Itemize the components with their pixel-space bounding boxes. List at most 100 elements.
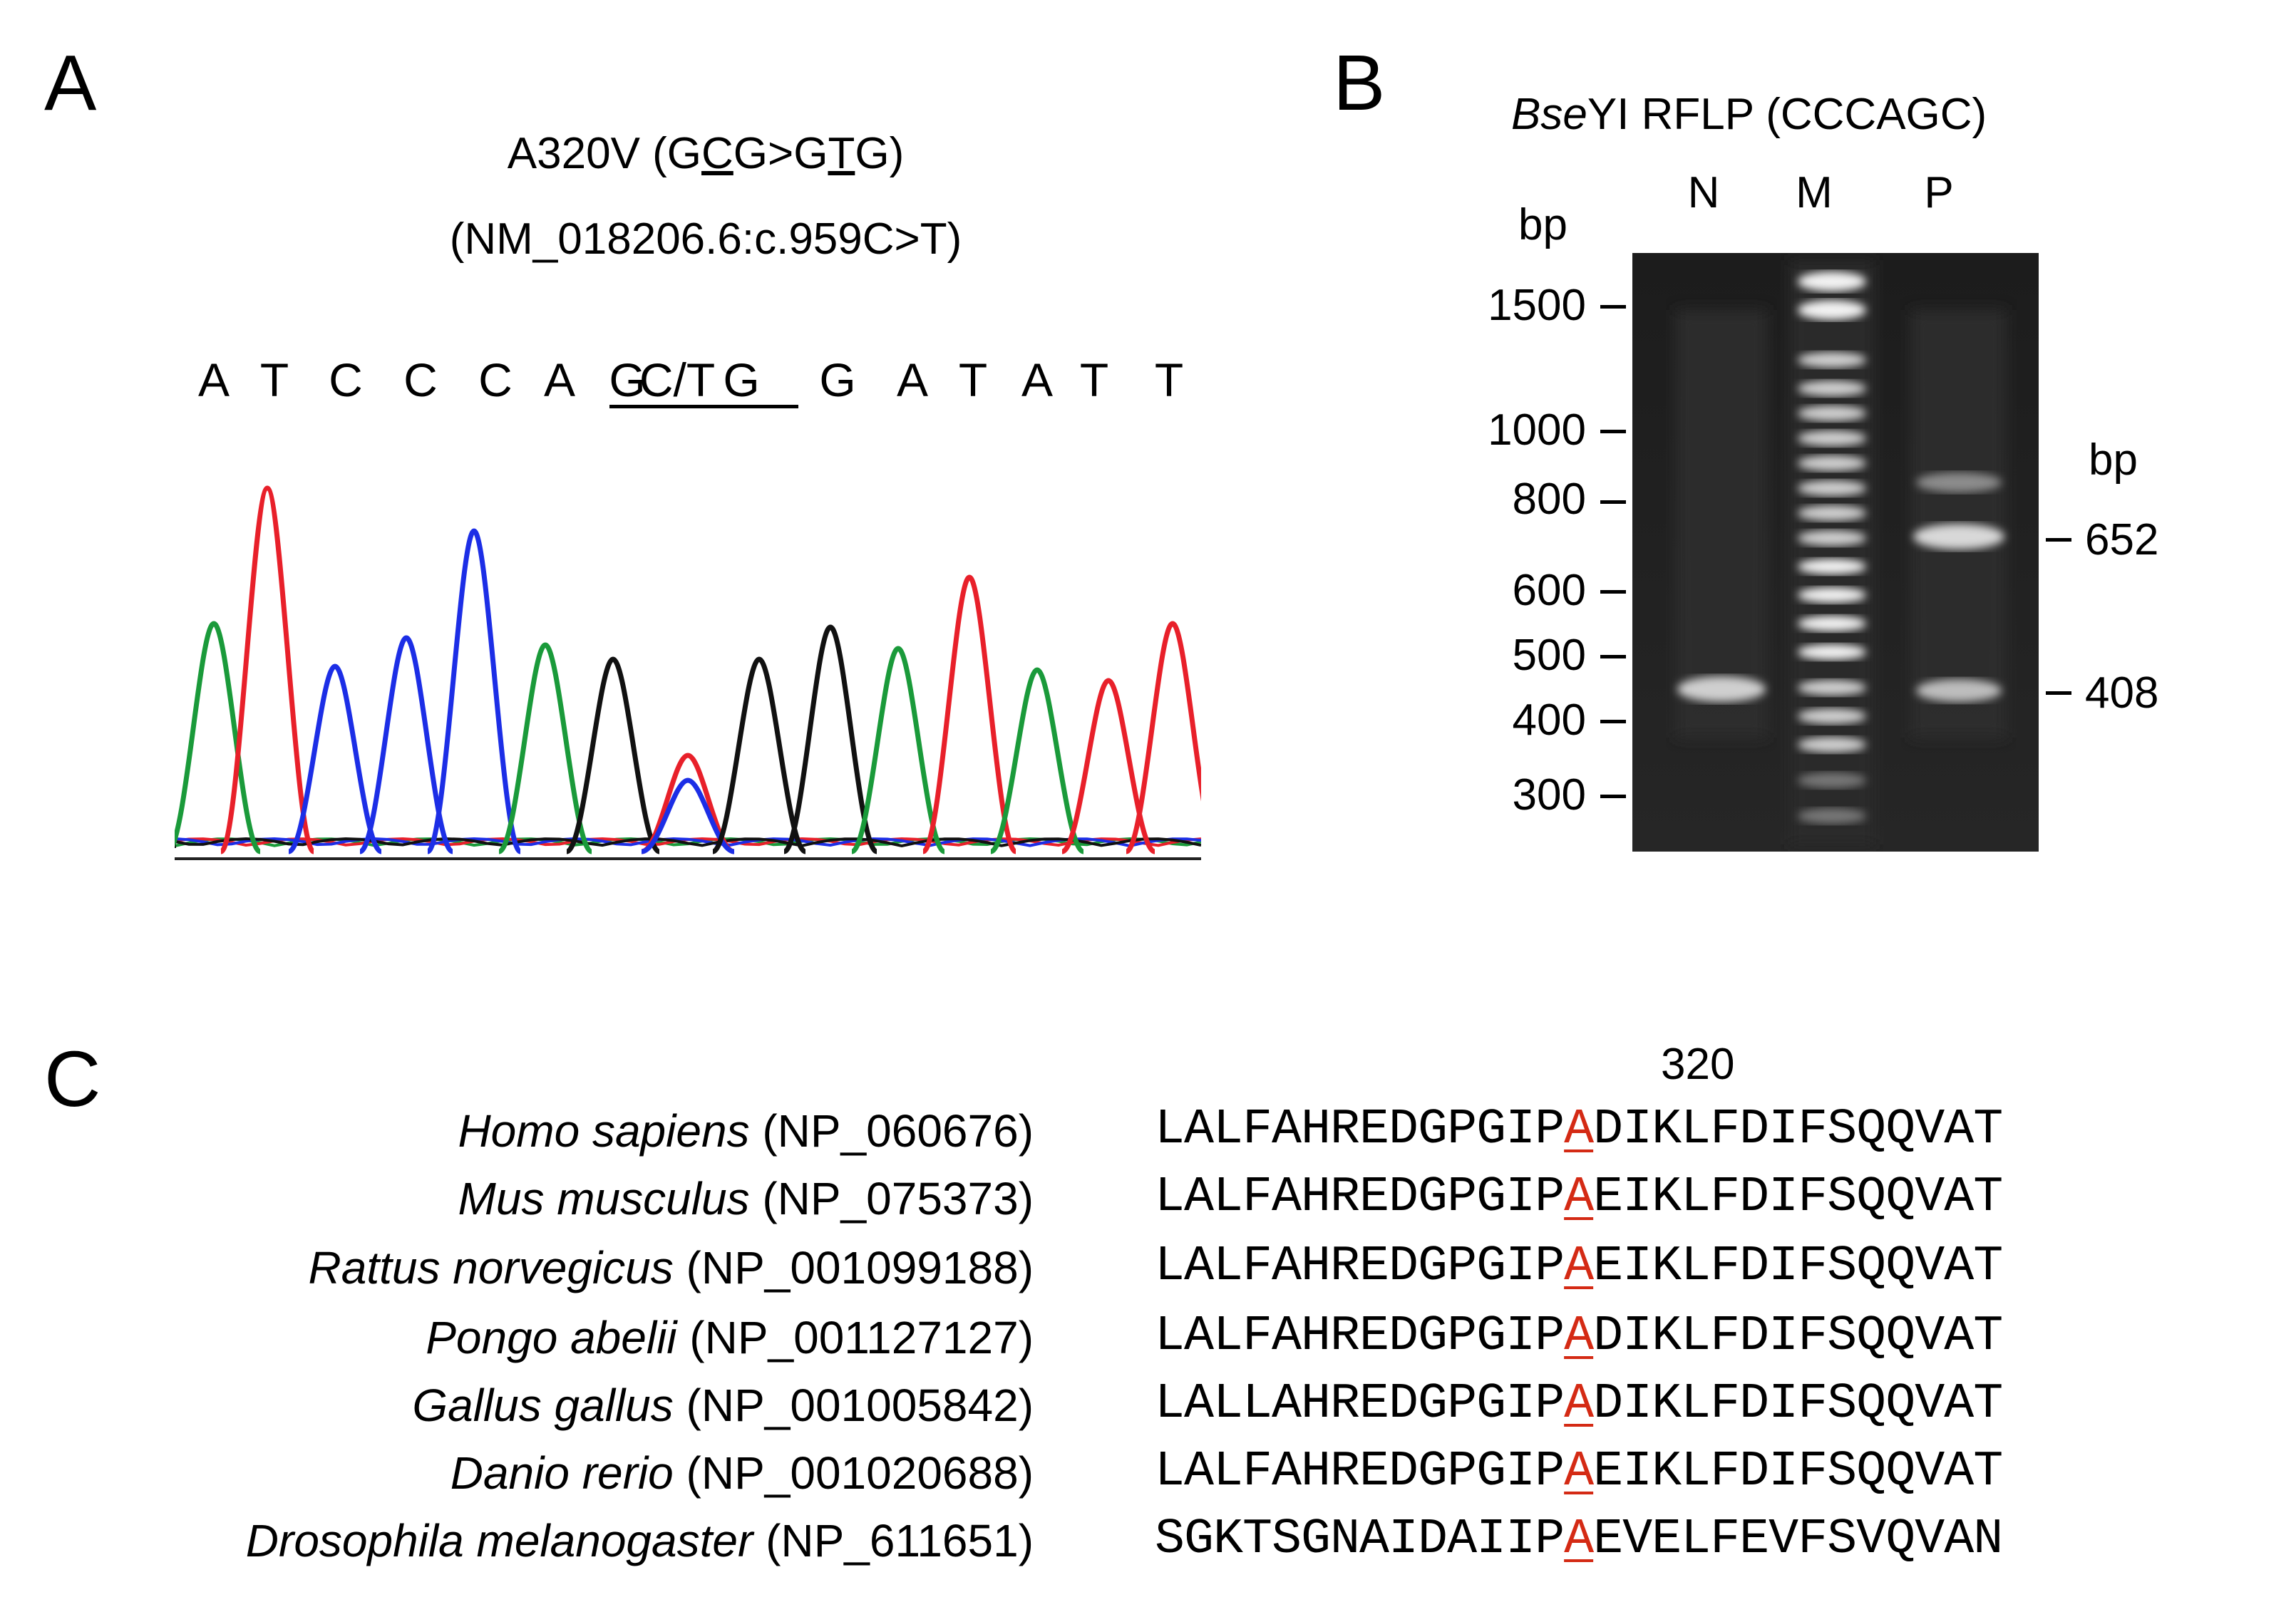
ladder-band [1798,559,1866,574]
panel-b-label: B [1333,39,1386,127]
alignment-suffix: DIKLFDIFSQQVAT [1593,1102,2003,1158]
trace-peak [425,528,523,854]
alignment-suffix: EIKLFDIFSQQVAT [1593,1239,2003,1295]
trace-peak [641,777,735,854]
sequence-base: T [958,353,988,406]
lane-label-m: M [1796,168,1833,217]
rflp-title: BseYI RFLP (CCCAGC) [1511,89,1987,140]
trace-peak [922,574,1017,854]
lane-p-band-upper [1916,472,2002,492]
mutation-title-alt-base: T [828,129,855,178]
ladder-band [1798,587,1866,603]
marker-label-400: 400 [1512,696,1586,745]
conserved-residue-highlight: A [1564,1512,1594,1568]
bp-unit-left: bp [1518,200,1567,249]
species-label: Mus musculus (NP_075373) [0,1172,1034,1225]
sequence-base: G [609,353,646,406]
mutation-title-part: G>G [733,129,828,178]
ladder-band [1798,773,1866,788]
sequence-base: C [478,353,513,406]
conserved-residue-highlight: A [1564,1169,1594,1226]
marker-label-800: 800 [1512,475,1586,524]
ladder-band [1798,708,1866,724]
species-name: Drosophila melanogaster [245,1515,753,1566]
accession-number: (NP_001127127) [689,1312,1034,1363]
residue-position-label: 320 [1661,1040,1735,1089]
ladder-band [1798,737,1866,753]
alignment-prefix: LALFAHREDGPGIP [1155,1102,1565,1158]
sequence-base: C [403,353,438,406]
ladder-band [1798,455,1866,471]
accession-number: (NP_001020688) [686,1447,1034,1499]
panel-a-label: A [44,39,97,127]
trace-peak [359,635,454,854]
fragment-label-408: 408 [2085,668,2159,718]
marker-label-600: 600 [1512,566,1586,615]
accession-number: (NP_001099188) [686,1242,1034,1293]
ladder-band [1798,616,1866,631]
ladder-band [1798,300,1866,320]
sequence-base: A [543,353,576,406]
marker-tick [1600,720,1626,723]
ladder-band [1798,505,1866,521]
mutation-title-ref-base: C [701,129,733,178]
ladder-band [1798,405,1866,421]
mutation-site-underline [609,405,798,408]
sequence-base: G [723,353,760,406]
accession-number: (NP_075373) [762,1173,1034,1224]
sequence-base: T [1079,353,1109,406]
trace-peak [783,624,878,854]
sequence-base: T [1154,353,1184,406]
marker-tick [1600,655,1626,658]
sequence-base: A [896,353,929,406]
mutation-title-part: G) [855,129,905,178]
conserved-residue-highlight: A [1564,1239,1594,1295]
trace-peak [175,621,262,854]
fragment-tick [2046,538,2071,542]
species-label: Rattus norvegicus (NP_001099188) [0,1241,1034,1294]
species-label: Danio rerio (NP_001020688) [0,1447,1034,1499]
ladder-band [1798,272,1866,291]
marker-tick [1600,795,1626,798]
marker-tick [1600,590,1626,594]
chromatogram [175,442,1201,869]
species-label: Homo sapiens (NP_060676) [0,1105,1034,1157]
marker-label-1000: 1000 [1488,405,1586,455]
species-label: Pongo abelii (NP_001127127) [0,1311,1034,1364]
marker-tick [1600,305,1626,309]
ladder-band [1798,530,1866,546]
gel-image [1632,253,2039,852]
trace-peak [498,642,593,854]
ladder-band [1798,352,1866,368]
fragment-label-652: 652 [2085,515,2159,564]
species-name: Mus musculus [458,1173,750,1224]
accession-number: (NP_611651) [766,1515,1034,1566]
rflp-title-rest: YI RFLP (CCCAGC) [1587,90,1987,139]
species-name: Rattus norvegicus [308,1242,674,1293]
lane-n-band-408 [1677,676,1766,702]
alignment-sequence: LALFAHREDGPGIPADIKLFDIFSQQVAT [1155,1308,2003,1365]
alignment-sequence: LALFAHREDGPGIPAEIKLFDIFSQQVAT [1155,1169,2003,1226]
trace-peak [218,485,316,854]
transcript-notation: (NM_018206.6:c.959C>T) [449,215,962,264]
alignment-suffix: EIKLFDIFSQQVAT [1593,1169,2003,1226]
trace-baseline-noise [175,837,1201,848]
marker-label-300: 300 [1512,770,1586,820]
marker-tick [1600,500,1626,504]
alignment-suffix: DIKLFDIFSQQVAT [1593,1376,2003,1432]
alignment-suffix: DIKLFDIFSQQVAT [1593,1308,2003,1365]
lane-label-n: N [1687,168,1720,217]
accession-number: (NP_001005842) [686,1380,1034,1431]
trace-peak [640,753,736,854]
bp-unit-right: bp [2089,435,2138,485]
alignment-prefix: LALLAHREDGPGIP [1155,1376,1565,1432]
conserved-residue-highlight: A [1564,1376,1594,1432]
species-label: Gallus gallus (NP_001005842) [0,1379,1034,1432]
species-name: Gallus gallus [412,1380,674,1431]
alignment-suffix: EVELFEVFSVQVAN [1593,1512,2003,1568]
conserved-residue-highlight: A [1564,1444,1594,1500]
species-name: Pongo abelii [426,1312,677,1363]
species-label: Drosophila melanogaster (NP_611651) [0,1514,1034,1567]
marker-tick [1600,430,1626,433]
trace-baseline-noise [175,837,1201,848]
